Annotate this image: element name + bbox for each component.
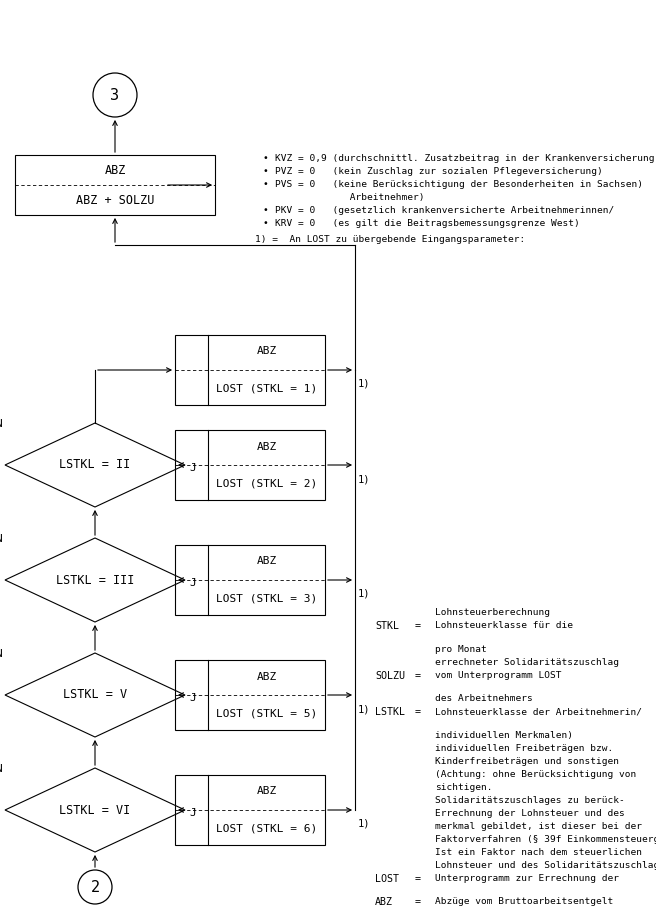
- Text: Errechnung der Lohnsteuer und des: Errechnung der Lohnsteuer und des: [435, 809, 625, 818]
- Text: individuellen Merkmalen): individuellen Merkmalen): [435, 730, 573, 739]
- Text: 2: 2: [91, 879, 100, 895]
- Text: Solidaritätszuschlages zu berück-: Solidaritätszuschlages zu berück-: [435, 796, 625, 804]
- Text: Ist ein Faktor nach dem steuerlichen: Ist ein Faktor nach dem steuerlichen: [435, 847, 642, 856]
- Text: (Achtung: ohne Berücksichtigung von: (Achtung: ohne Berücksichtigung von: [435, 770, 636, 779]
- Text: Lohnsteuerklasse für die: Lohnsteuerklasse für die: [435, 621, 573, 630]
- Text: Kinderfreibeträgen und sonstigen: Kinderfreibeträgen und sonstigen: [435, 757, 619, 766]
- Text: pro Monat: pro Monat: [435, 645, 487, 654]
- Text: ABZ: ABZ: [256, 672, 277, 682]
- Text: PVS = 0   (keine Berücksichtigung der Besonderheiten in Sachsen): PVS = 0 (keine Berücksichtigung der Beso…: [275, 180, 643, 189]
- Bar: [15, 155, 215, 215]
- Text: vom Unterprogramm LOST: vom Unterprogramm LOST: [435, 671, 562, 680]
- Text: J: J: [189, 463, 195, 473]
- Text: KVZ = 0,9 (durchschnittl. Zusatzbeitrag in der Krankenversicherung): KVZ = 0,9 (durchschnittl. Zusatzbeitrag …: [275, 155, 656, 164]
- Text: LSTKL = V: LSTKL = V: [63, 688, 127, 702]
- Text: LOST (STKL = 2): LOST (STKL = 2): [216, 479, 317, 489]
- Text: Abzüge vom Bruttoarbeitsentgelt: Abzüge vom Bruttoarbeitsentgelt: [435, 897, 613, 906]
- Text: errechneter Solidaritätszuschlag: errechneter Solidaritätszuschlag: [435, 658, 619, 667]
- Text: ABZ: ABZ: [256, 442, 277, 451]
- Text: J: J: [189, 578, 195, 588]
- Text: Lohnsteuerberechnung: Lohnsteuerberechnung: [435, 608, 550, 618]
- Text: 1): 1): [358, 704, 371, 714]
- Bar: [175, 430, 325, 500]
- Text: 3: 3: [110, 88, 119, 102]
- Text: J: J: [189, 808, 195, 818]
- Text: sichtigen.: sichtigen.: [435, 782, 493, 791]
- Bar: [175, 775, 325, 845]
- Text: LOST: LOST: [375, 874, 399, 884]
- Text: KRV = 0   (es gilt die Beitragsbemessungsgrenze West): KRV = 0 (es gilt die Beitragsbemessungsg…: [275, 220, 580, 229]
- Text: Lohnsteuerklasse der Arbeitnehmerin/: Lohnsteuerklasse der Arbeitnehmerin/: [435, 707, 642, 716]
- Text: LSTKL: LSTKL: [375, 707, 405, 717]
- Text: ABZ: ABZ: [104, 164, 126, 177]
- Text: LOST (STKL = 5): LOST (STKL = 5): [216, 708, 317, 718]
- Text: LOST (STKL = 1): LOST (STKL = 1): [216, 383, 317, 393]
- Text: =: =: [415, 897, 421, 907]
- Text: N: N: [0, 419, 2, 429]
- Text: merkmal gebildet, ist dieser bei der: merkmal gebildet, ist dieser bei der: [435, 822, 642, 831]
- Text: LSTKL = VI: LSTKL = VI: [60, 803, 131, 816]
- Text: LSTKL = III: LSTKL = III: [56, 574, 134, 587]
- Text: Lohnsteuer und des Solidaritätszuschlages ab dem 1. Januar 2019.: Lohnsteuer und des Solidaritätszuschlage…: [435, 861, 656, 869]
- Text: =: =: [415, 671, 421, 681]
- Bar: [175, 660, 325, 730]
- Text: LOST (STKL = 3): LOST (STKL = 3): [216, 594, 317, 604]
- Text: •: •: [263, 155, 269, 164]
- Text: Faktorverfahren (§ 39f Einkommensteuergesetz) als Lohnsteuerabzugs-: Faktorverfahren (§ 39f Einkommensteuerge…: [435, 834, 656, 844]
- Text: PKV = 0   (gesetzlich krankenversicherte Arbeitnehmerinnen/: PKV = 0 (gesetzlich krankenversicherte A…: [275, 207, 614, 215]
- Text: N: N: [0, 764, 2, 774]
- Text: •: •: [263, 167, 269, 177]
- Text: 1): 1): [358, 474, 371, 484]
- Bar: [175, 335, 325, 405]
- Text: ABZ: ABZ: [256, 347, 277, 357]
- Text: J: J: [189, 693, 195, 703]
- Text: PVZ = 0   (kein Zuschlag zur sozialen Pflegeversicherung): PVZ = 0 (kein Zuschlag zur sozialen Pfle…: [275, 167, 603, 177]
- Text: 1): 1): [358, 379, 371, 389]
- Text: SOLZU: SOLZU: [375, 671, 405, 681]
- Text: Arbeitnehmer): Arbeitnehmer): [275, 193, 424, 202]
- Text: ABZ: ABZ: [375, 897, 393, 907]
- Text: ABZ: ABZ: [256, 787, 277, 796]
- Text: •: •: [263, 180, 269, 189]
- Text: 1): 1): [358, 589, 371, 599]
- Bar: [175, 545, 325, 615]
- Text: ABZ + SOLZU: ABZ + SOLZU: [76, 193, 154, 207]
- Text: ABZ: ABZ: [256, 556, 277, 566]
- Text: =: =: [415, 707, 421, 717]
- Text: 1) =  An LOST zu übergebende Eingangsparameter:: 1) = An LOST zu übergebende Eingangspara…: [255, 235, 525, 244]
- Text: =: =: [415, 621, 421, 631]
- Text: N: N: [0, 534, 2, 544]
- Text: Unterprogramm zur Errechnung der: Unterprogramm zur Errechnung der: [435, 874, 619, 883]
- Text: STKL: STKL: [375, 621, 399, 631]
- Text: individuellen Freibeträgen bzw.: individuellen Freibeträgen bzw.: [435, 744, 613, 753]
- Text: des Arbeitnehmers: des Arbeitnehmers: [435, 694, 533, 704]
- Text: LSTKL = II: LSTKL = II: [60, 458, 131, 471]
- Text: LOST (STKL = 6): LOST (STKL = 6): [216, 824, 317, 834]
- Text: •: •: [263, 220, 269, 229]
- Text: =: =: [415, 874, 421, 884]
- Text: N: N: [0, 649, 2, 659]
- Text: 1): 1): [358, 819, 371, 829]
- Text: •: •: [263, 207, 269, 215]
